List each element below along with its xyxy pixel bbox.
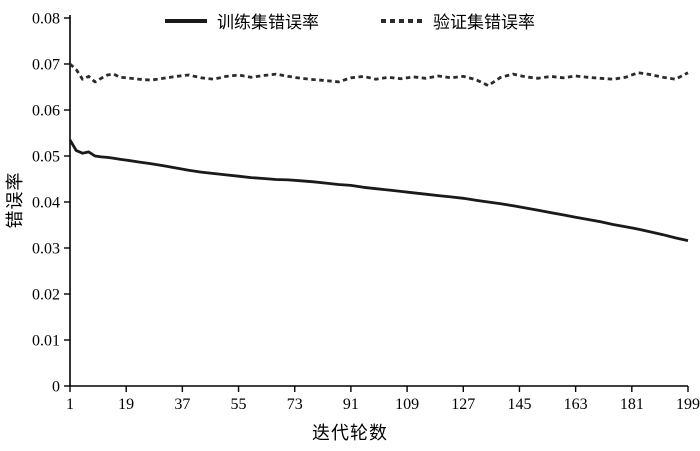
y-tick-label: 0.05 (32, 149, 60, 166)
y-tick-label: 0.01 (32, 333, 60, 350)
x-tick-label: 55 (231, 396, 247, 413)
y-tick-label: 0.08 (32, 11, 60, 28)
x-tick-label: 37 (174, 396, 190, 413)
x-tick-label: 127 (451, 396, 475, 413)
x-tick-label: 145 (507, 396, 531, 413)
x-tick-label: 1 (66, 396, 74, 413)
x-tick-label: 163 (564, 396, 588, 413)
validation-line-sample (381, 18, 423, 23)
train-line-sample (165, 18, 207, 23)
y-axis-title: 错误率 (5, 171, 25, 229)
x-axis-title: 迭代轮数 (312, 423, 388, 443)
legend-item-validation: 验证集错误率 (381, 8, 535, 33)
y-tick-label: 0.06 (32, 103, 60, 120)
x-tick-label: 91 (343, 396, 359, 413)
series-line-train (68, 139, 689, 242)
x-tick-label: 181 (620, 396, 644, 413)
legend-label-train: 训练集错误率 (217, 13, 319, 32)
x-tick-label: 19 (118, 396, 134, 413)
y-tick-label: 0.04 (32, 195, 60, 212)
y-tick-label: 0.02 (32, 287, 60, 304)
series-line-validation (69, 62, 689, 87)
x-tick-label: 199 (676, 396, 700, 413)
legend-label-validation: 验证集错误率 (433, 13, 535, 32)
x-tick-label: 109 (395, 396, 419, 413)
legend: 训练集错误率 验证集错误率 (165, 8, 535, 33)
x-tick-label: 73 (287, 396, 303, 413)
y-tick-label: 0.07 (32, 57, 60, 74)
y-tick-label: 0.03 (32, 241, 60, 258)
y-tick-label: 0 (52, 379, 60, 396)
legend-item-train: 训练集错误率 (165, 8, 319, 33)
